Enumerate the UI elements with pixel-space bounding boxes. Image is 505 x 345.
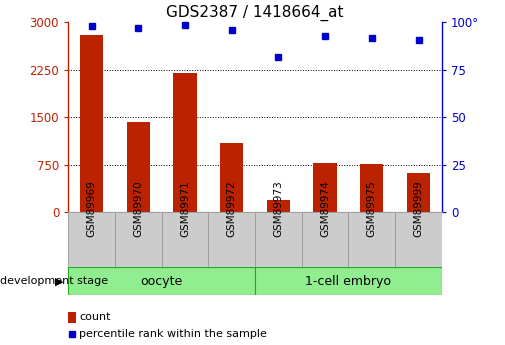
Bar xyxy=(348,212,395,267)
Text: 1-cell embryo: 1-cell embryo xyxy=(306,275,391,288)
Bar xyxy=(127,122,150,212)
Bar xyxy=(255,267,442,295)
Text: GSM89974: GSM89974 xyxy=(320,180,330,237)
Bar xyxy=(68,212,115,267)
Bar xyxy=(68,312,76,323)
Bar xyxy=(173,73,196,212)
Bar xyxy=(302,212,348,267)
Text: ▶: ▶ xyxy=(55,276,63,286)
Text: GSM89969: GSM89969 xyxy=(86,180,96,237)
Text: percentile rank within the sample: percentile rank within the sample xyxy=(79,329,267,339)
Bar xyxy=(314,163,337,212)
Bar xyxy=(208,212,255,267)
Text: GSM89971: GSM89971 xyxy=(180,180,190,237)
Bar xyxy=(395,212,442,267)
Bar xyxy=(162,212,209,267)
Bar xyxy=(220,142,243,212)
Text: GSM89972: GSM89972 xyxy=(227,180,237,237)
Title: GDS2387 / 1418664_at: GDS2387 / 1418664_at xyxy=(166,5,344,21)
Bar xyxy=(407,173,430,212)
Text: GSM89999: GSM89999 xyxy=(414,180,424,237)
Bar xyxy=(267,199,290,212)
Text: oocyte: oocyte xyxy=(140,275,183,288)
Bar xyxy=(115,212,162,267)
Bar xyxy=(255,212,302,267)
Text: GSM89973: GSM89973 xyxy=(273,180,283,237)
Text: GSM89970: GSM89970 xyxy=(133,180,143,237)
Bar xyxy=(68,267,255,295)
Bar xyxy=(360,164,383,212)
Text: GSM89975: GSM89975 xyxy=(367,180,377,237)
Bar xyxy=(80,35,103,212)
Text: development stage: development stage xyxy=(0,276,108,286)
Text: count: count xyxy=(79,312,111,322)
